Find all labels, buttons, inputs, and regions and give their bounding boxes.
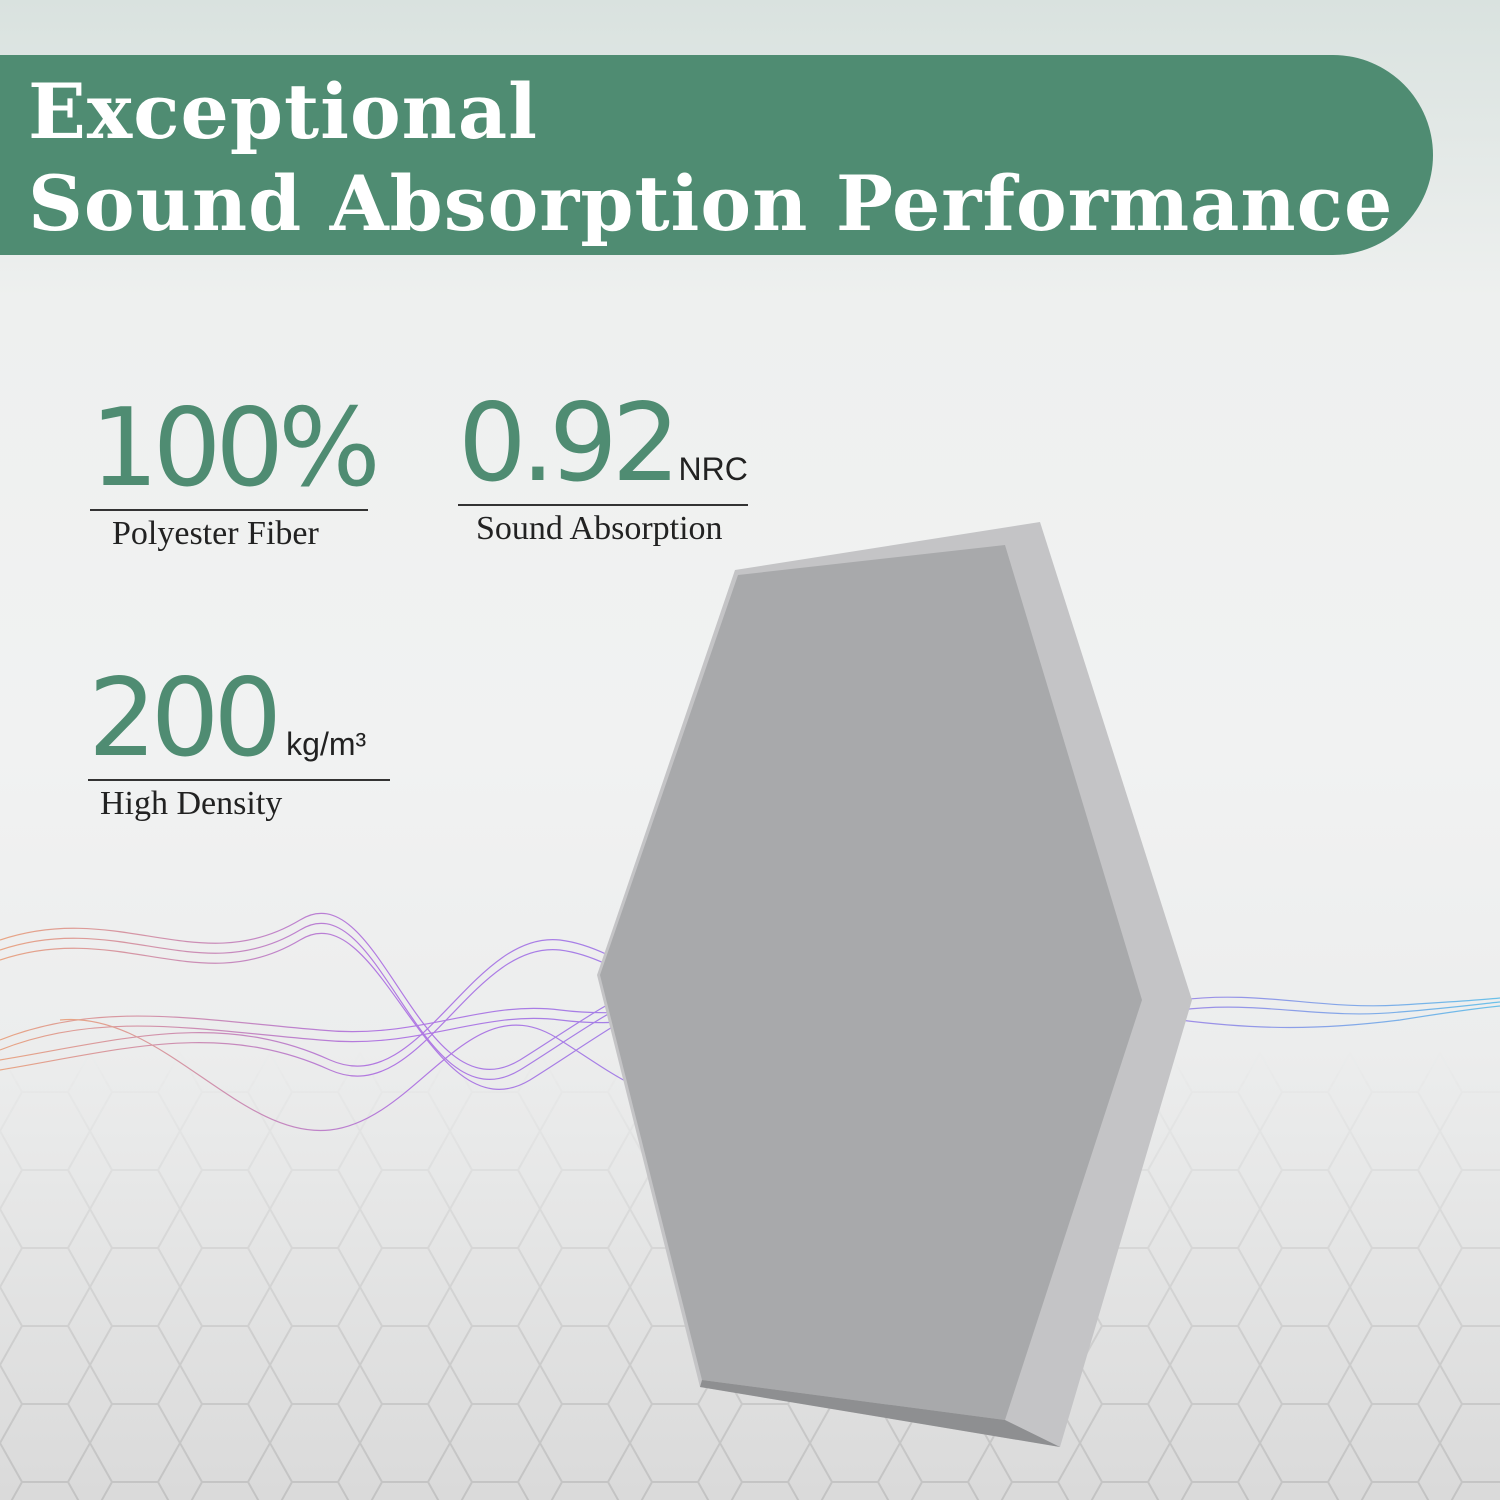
title-line-1: Exceptional [28,67,539,156]
divider [90,509,368,511]
stat-nrc: 0.92 NRC Sound Absorption [458,390,748,548]
title-line-2: Sound Absorption Performance [28,159,1394,248]
hexagon-acoustic-panel [597,522,1192,1447]
stat-label: Sound Absorption [476,510,723,547]
stat-value: 0.92 [458,381,680,506]
stat-density: 200 kg/m³ High Density [88,665,390,823]
page-title: Exceptional Sound Absorption Performance [28,66,1393,250]
stat-polyester: 100% Polyester Fiber [90,386,381,553]
sound-wave-right [1179,996,1500,1029]
stat-unit: kg/m³ [286,726,367,762]
stat-label: Polyester Fiber [112,515,319,552]
divider [458,504,748,506]
stat-value: 200 [88,656,282,781]
title-banner [0,55,1433,255]
stat-label: High Density [100,785,283,822]
divider [88,779,390,781]
stat-unit: NRC [678,451,748,487]
stat-value: 100% [90,386,381,511]
